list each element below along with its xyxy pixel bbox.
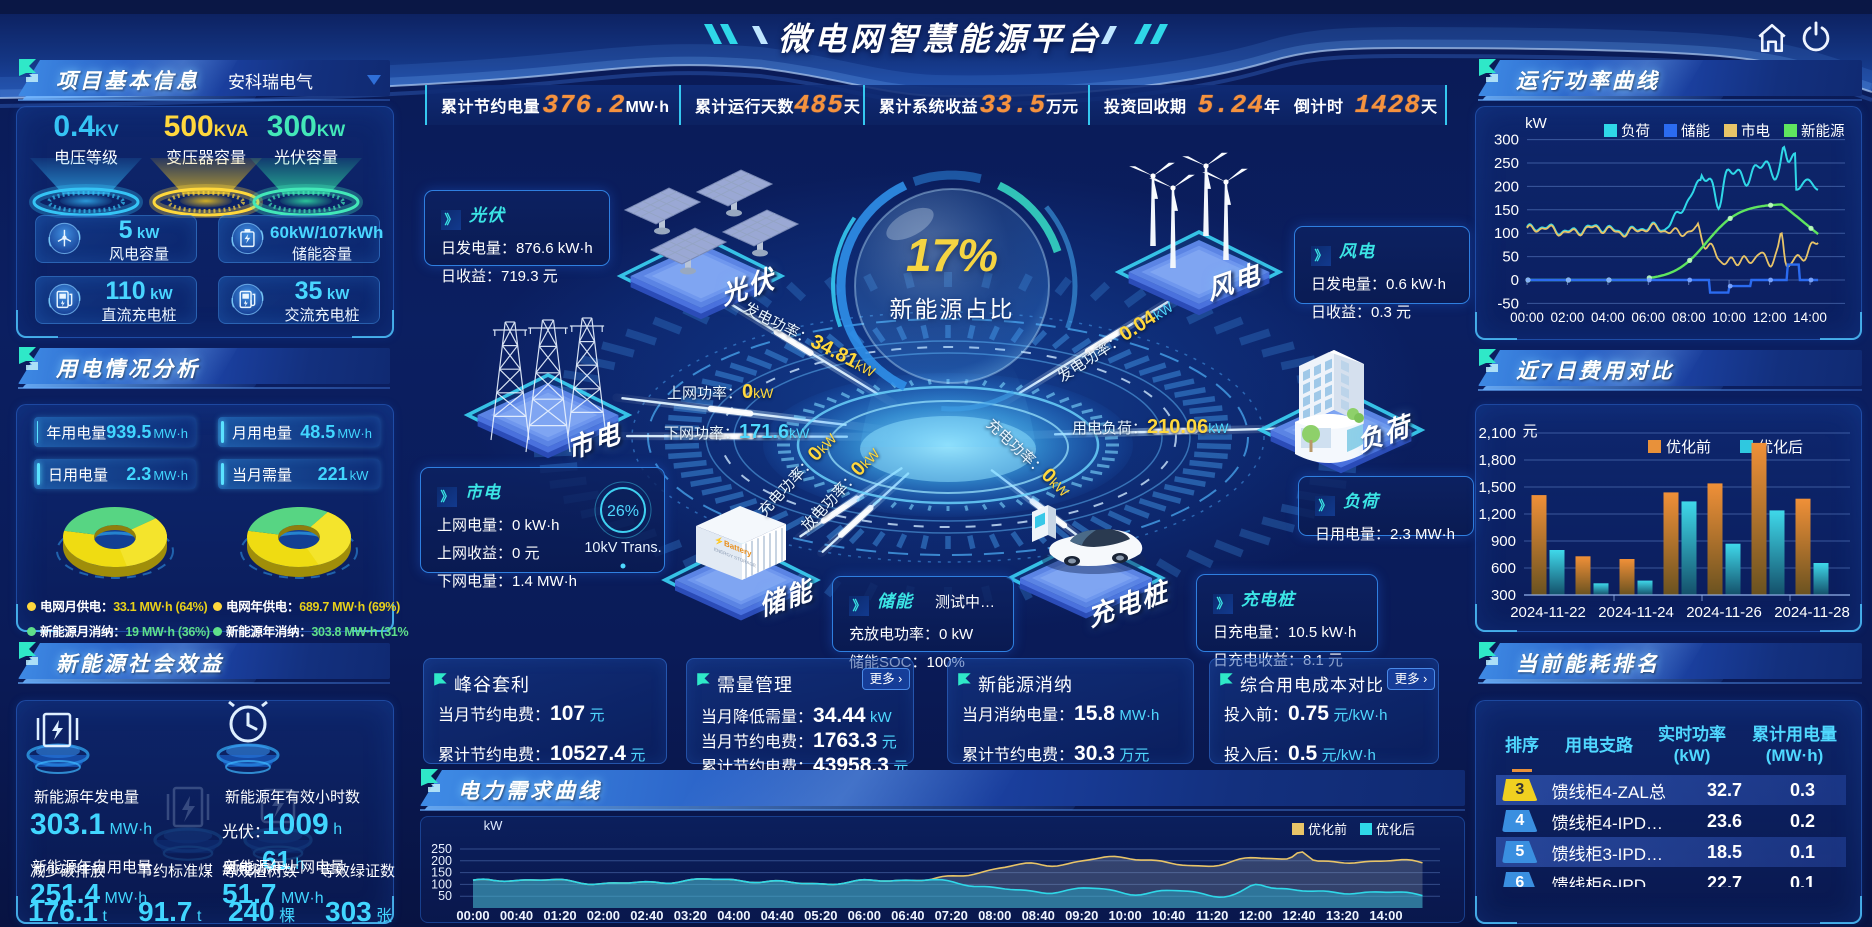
svg-text:1,500: 1,500 (1478, 479, 1516, 496)
svg-text:10:40: 10:40 (1152, 908, 1185, 923)
svg-text:50: 50 (1502, 249, 1519, 266)
svg-text:元: 元 (1522, 423, 1537, 440)
svg-text:300: 300 (1491, 587, 1516, 604)
svg-text:06:00: 06:00 (848, 908, 881, 923)
svg-text:1,200: 1,200 (1478, 506, 1516, 523)
svg-text:1,800: 1,800 (1478, 452, 1516, 469)
svg-text:10kV Trans.: 10kV Trans. (584, 540, 661, 556)
svg-text:负荷: 负荷 (1621, 123, 1650, 140)
svg-text:05:20: 05:20 (804, 908, 837, 923)
svg-text:2024-11-24: 2024-11-24 (1598, 604, 1674, 621)
svg-text:储能: 储能 (1681, 123, 1710, 140)
svg-text:优化前: 优化前 (1308, 822, 1347, 837)
svg-text:10:00: 10:00 (1712, 310, 1746, 325)
svg-text:0: 0 (1511, 272, 1519, 289)
svg-text:100: 100 (431, 877, 452, 891)
svg-text:900: 900 (1491, 533, 1516, 550)
svg-text:12:00: 12:00 (1753, 310, 1787, 325)
svg-text:11:20: 11:20 (1196, 908, 1229, 923)
svg-text:06:40: 06:40 (891, 908, 924, 923)
svg-text:2024-11-22: 2024-11-22 (1510, 604, 1586, 621)
svg-text:2,100: 2,100 (1478, 425, 1516, 442)
svg-text:02:00: 02:00 (587, 908, 620, 923)
svg-text:2024-11-26: 2024-11-26 (1686, 604, 1762, 621)
svg-text:02:00: 02:00 (1551, 310, 1585, 325)
svg-text:09:20: 09:20 (1065, 908, 1098, 923)
svg-text:250: 250 (1494, 155, 1519, 172)
svg-text:2024-11-28: 2024-11-28 (1774, 604, 1850, 621)
svg-text:12:40: 12:40 (1282, 908, 1315, 923)
svg-text:600: 600 (1491, 560, 1516, 577)
svg-text:00:40: 00:40 (500, 908, 533, 923)
svg-text:kW: kW (1525, 115, 1548, 132)
svg-text:14:00: 14:00 (1369, 908, 1402, 923)
svg-text:00:00: 00:00 (1510, 310, 1544, 325)
svg-text:13:20: 13:20 (1326, 908, 1359, 923)
svg-text:优化后: 优化后 (1758, 439, 1803, 456)
svg-text:03:20: 03:20 (674, 908, 707, 923)
svg-text:01:20: 01:20 (543, 908, 576, 923)
svg-text:50: 50 (438, 889, 452, 903)
svg-text:14:00: 14:00 (1793, 310, 1827, 325)
svg-text:12:00: 12:00 (1239, 908, 1272, 923)
svg-text:250: 250 (431, 842, 452, 856)
svg-text:10:00: 10:00 (1108, 908, 1141, 923)
svg-text:04:00: 04:00 (1591, 310, 1625, 325)
svg-text:04:00: 04:00 (717, 908, 750, 923)
svg-text:优化后: 优化后 (1376, 822, 1415, 837)
svg-text:08:00: 08:00 (1672, 310, 1706, 325)
svg-text:150: 150 (431, 866, 452, 880)
svg-text:kW: kW (484, 818, 504, 833)
svg-text:07:20: 07:20 (935, 908, 968, 923)
svg-text:26%: 26% (607, 503, 639, 520)
svg-text:市电: 市电 (1741, 123, 1770, 140)
svg-text:02:40: 02:40 (630, 908, 663, 923)
svg-text:200: 200 (431, 854, 452, 868)
svg-text:优化前: 优化前 (1666, 439, 1711, 456)
svg-text:新能源: 新能源 (1801, 123, 1845, 140)
svg-text:-50: -50 (1497, 295, 1519, 312)
svg-text:08:00: 08:00 (978, 908, 1011, 923)
svg-text:08:40: 08:40 (1022, 908, 1055, 923)
svg-text:200: 200 (1494, 178, 1519, 195)
svg-text:300: 300 (1494, 132, 1519, 149)
svg-text:00:00: 00:00 (456, 908, 489, 923)
svg-text:06:00: 06:00 (1631, 310, 1665, 325)
svg-text:04:40: 04:40 (761, 908, 794, 923)
svg-text:100: 100 (1494, 225, 1519, 242)
svg-text:150: 150 (1494, 202, 1519, 219)
